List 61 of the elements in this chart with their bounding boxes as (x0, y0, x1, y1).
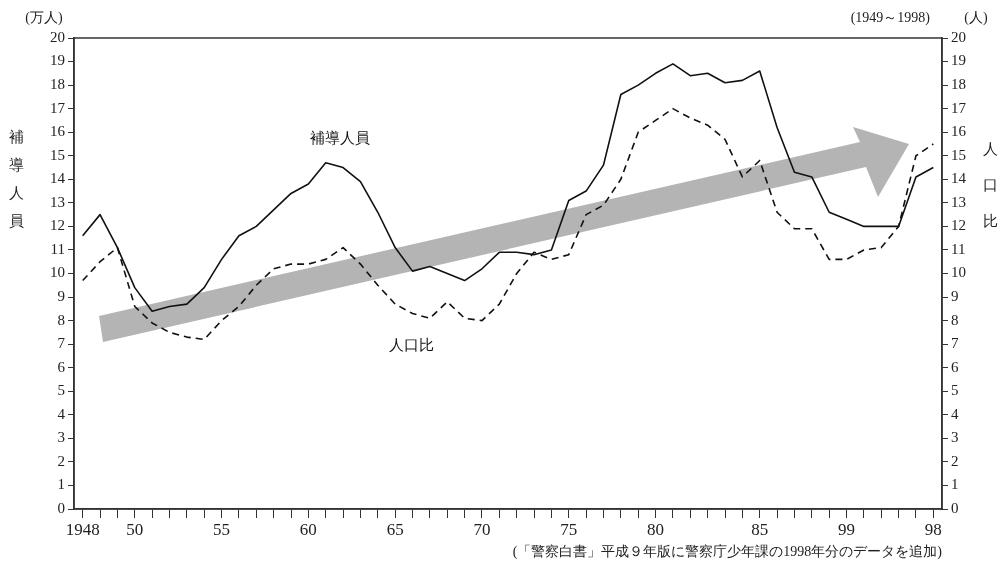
y2-tick-label: 16 (951, 123, 967, 140)
y-tick-label: 12 (50, 217, 65, 234)
y-tick-label: 8 (57, 311, 65, 328)
y-tick-label: 7 (57, 335, 66, 352)
y-tick-label: 3 (57, 429, 65, 446)
x-tick-label: 70 (473, 519, 491, 539)
y2-tick-label: 0 (951, 499, 959, 516)
x-tick-label: 65 (386, 519, 404, 539)
y2-tick-label: 15 (951, 146, 966, 163)
y2-tick-label: 8 (951, 311, 959, 328)
y-tick-label: 16 (50, 123, 66, 140)
y-tick-label: 20 (50, 28, 65, 45)
text: (人) (964, 9, 988, 26)
y-axis-title: 補導人員 (8, 127, 24, 230)
x-tick-label: 50 (126, 519, 144, 539)
y-tick-label: 6 (57, 358, 66, 375)
x-tick-label: 55 (213, 519, 231, 539)
y-tick-label: 10 (50, 264, 65, 281)
y2-tick-label: 7 (951, 335, 959, 352)
y2-tick-label: 4 (951, 405, 959, 422)
y-tick-label: 1 (57, 476, 65, 493)
y2-tick-label: 5 (951, 382, 959, 399)
y2-tick-label: 12 (951, 217, 966, 234)
y2-tick-label: 3 (951, 429, 959, 446)
y-tick-label: 17 (50, 99, 66, 116)
y-tick-label: 14 (50, 170, 66, 187)
y2-tick-label: 11 (951, 240, 966, 257)
y2-tick-label: 9 (951, 287, 959, 304)
y-tick-label: 15 (50, 146, 65, 163)
x-tick-label: 99 (838, 519, 856, 539)
y2-tick-label: 6 (951, 358, 959, 375)
y2-tick-label: 1 (951, 476, 959, 493)
y2-tick-label: 19 (951, 52, 966, 69)
y-tick-label: 0 (57, 499, 65, 516)
y2-tick-label: 2 (951, 452, 959, 469)
y-tick-label: 5 (57, 382, 65, 399)
y2-tick-label: 17 (951, 99, 967, 116)
y-tick-label: 2 (57, 452, 65, 469)
y2-tick-label: 13 (951, 193, 966, 210)
y-tick-label: 18 (50, 76, 65, 93)
y2-tick-label: 18 (951, 76, 966, 93)
text: (万人) (25, 9, 63, 26)
y2-tick-label: 14 (951, 170, 967, 187)
text: (「警察白書」平成９年版に警察庁少年課の1998年分のデータを追加) (512, 543, 943, 560)
x-tick-label: 80 (647, 519, 665, 539)
x-tick-label: 98 (924, 519, 942, 539)
y-tick-label: 4 (57, 405, 66, 422)
x-tick-label: 60 (299, 519, 317, 539)
y2-tick-label: 10 (951, 264, 966, 281)
y-tick-label: 9 (57, 287, 65, 304)
text: 人口比 (982, 139, 998, 230)
y-tick-label: 13 (50, 193, 65, 210)
y2-tick-label: 20 (951, 28, 966, 45)
x-tick-label: 1948 (65, 519, 100, 539)
y-tick-label: 19 (50, 52, 65, 69)
x-tick-label: 85 (751, 519, 769, 539)
series-label: 補導人員 (310, 129, 371, 148)
series-label: 人口比 (389, 336, 435, 355)
x-tick-label: 75 (560, 519, 578, 539)
y-tick-label: 11 (50, 240, 65, 257)
chart-subtitle: (1949～1998) (850, 9, 931, 26)
